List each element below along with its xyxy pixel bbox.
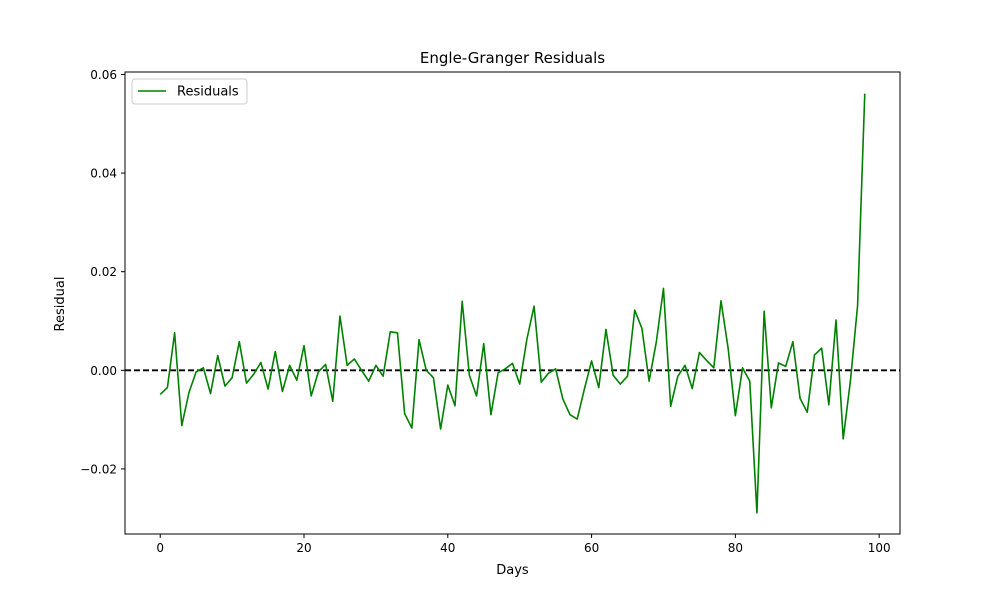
x-tick-label: 0 bbox=[156, 541, 164, 555]
series-line-residuals bbox=[159, 93, 866, 514]
y-tick-label: 0.00 bbox=[90, 364, 117, 378]
y-tick-label: 0.04 bbox=[90, 167, 117, 181]
y-tick-label: 0.02 bbox=[90, 265, 117, 279]
x-tick-label: 20 bbox=[296, 541, 311, 555]
legend-label: Residuals bbox=[177, 85, 239, 100]
axes-frame bbox=[124, 71, 901, 535]
x-tick-label: 80 bbox=[728, 541, 743, 555]
x-axis-label: Days bbox=[496, 563, 529, 578]
plot-area: 0 20 40 60 80 100 −0.02 0.00 0.02 0.04 0.06 Residua… bbox=[80, 68, 901, 555]
y-tick-label: −0.02 bbox=[80, 462, 117, 476]
legend-box bbox=[131, 78, 248, 105]
y-axis-label: Residual bbox=[53, 277, 68, 332]
x-tick-label: 100 bbox=[868, 541, 891, 555]
y-tick-label: 0.06 bbox=[90, 68, 117, 82]
x-tick-label: 40 bbox=[440, 541, 455, 555]
x-tick-label: 60 bbox=[584, 541, 599, 555]
chart-title: Engle-Granger Residuals bbox=[420, 49, 605, 67]
